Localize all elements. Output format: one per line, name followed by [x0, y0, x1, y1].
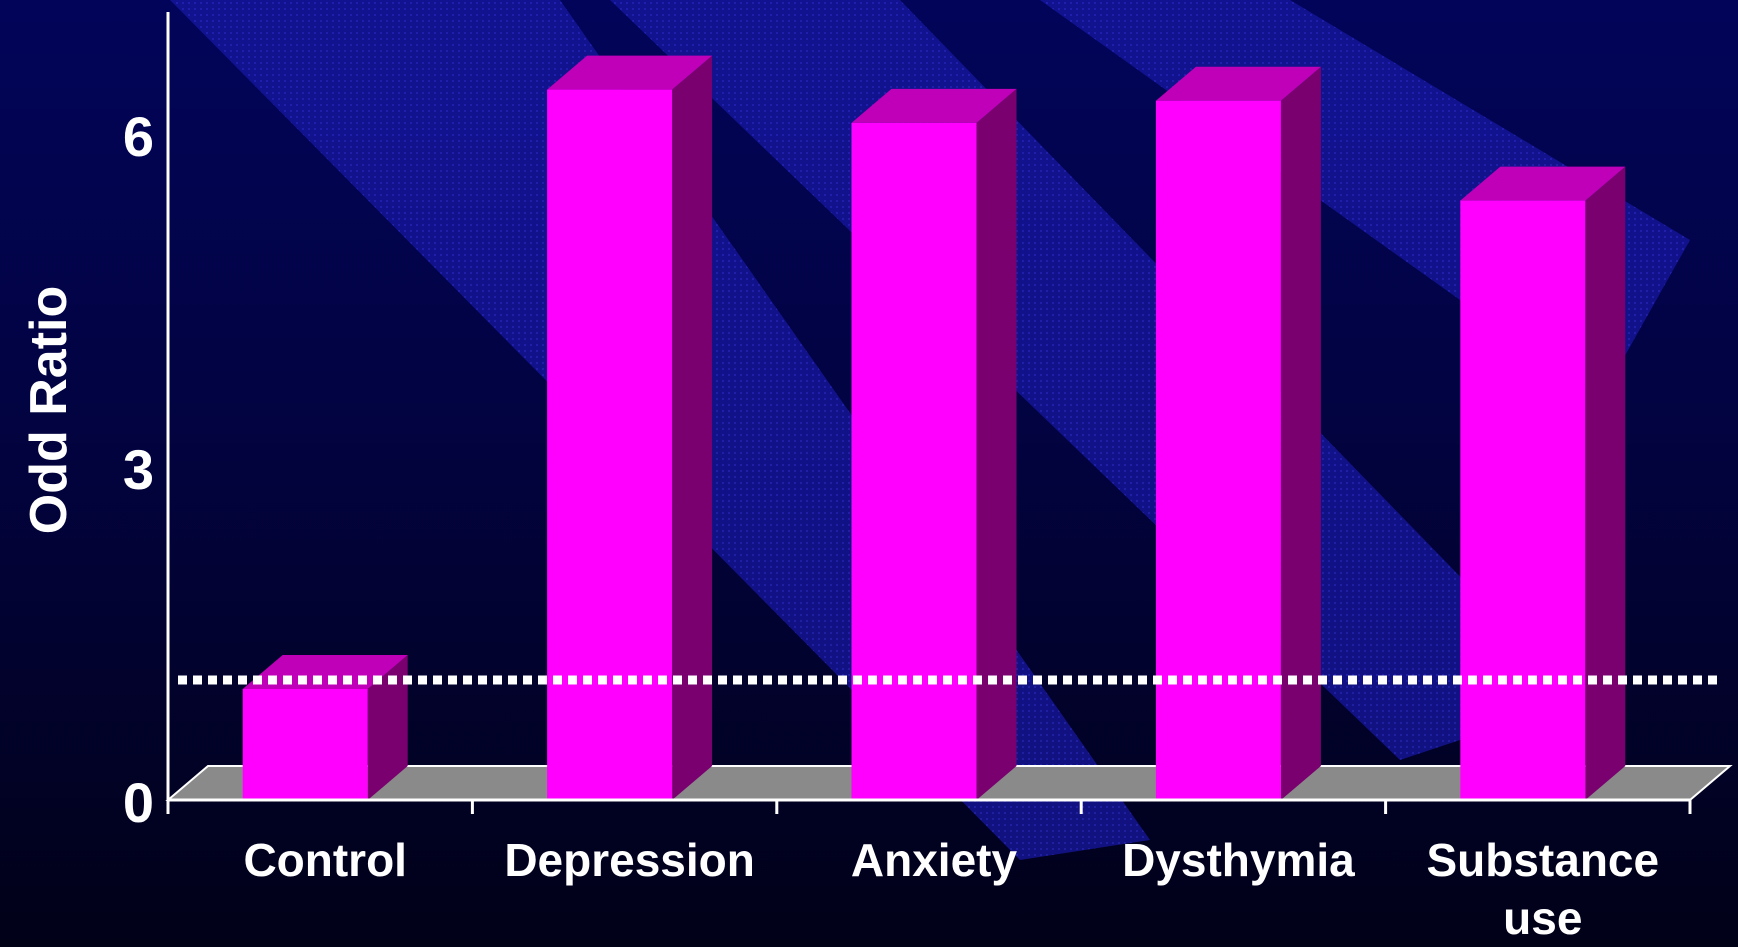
y-axis-title: Odd Ratio	[20, 286, 78, 534]
bar-front	[1155, 100, 1281, 800]
bar-front	[547, 89, 673, 801]
x-category-label: use	[1503, 892, 1582, 944]
bar-top	[547, 55, 713, 90]
bar-side	[367, 655, 408, 800]
bar-front	[851, 122, 977, 800]
axes	[166, 12, 1692, 814]
labels: Odd Ratio 0 3 6 Control Depression Anxiety Dys…	[20, 105, 1659, 944]
x-category-label: Depression	[504, 834, 755, 886]
y-tick-label: 3	[123, 438, 154, 501]
y-tick-label: 0	[123, 771, 154, 834]
x-category-label: Control	[243, 834, 407, 886]
bar-front	[242, 689, 368, 800]
bar-side	[672, 55, 713, 801]
y-tick-label: 6	[123, 105, 154, 168]
bar-top	[851, 88, 1017, 123]
bar-side	[1585, 166, 1626, 801]
bar-control	[242, 655, 408, 800]
bar-side	[976, 88, 1017, 800]
bar-substance-use	[1460, 166, 1626, 801]
bar-depression	[547, 55, 713, 801]
bar-anxiety	[851, 88, 1017, 800]
x-category-label: Anxiety	[851, 834, 1018, 886]
bar-dysthymia	[1155, 66, 1321, 800]
bar-front	[1460, 200, 1586, 801]
x-category-label: Substance	[1426, 834, 1659, 886]
x-category-label: Dysthymia	[1122, 834, 1355, 886]
bar-top	[1460, 166, 1626, 201]
bar-side	[1280, 66, 1321, 800]
bar-top	[1155, 66, 1321, 101]
